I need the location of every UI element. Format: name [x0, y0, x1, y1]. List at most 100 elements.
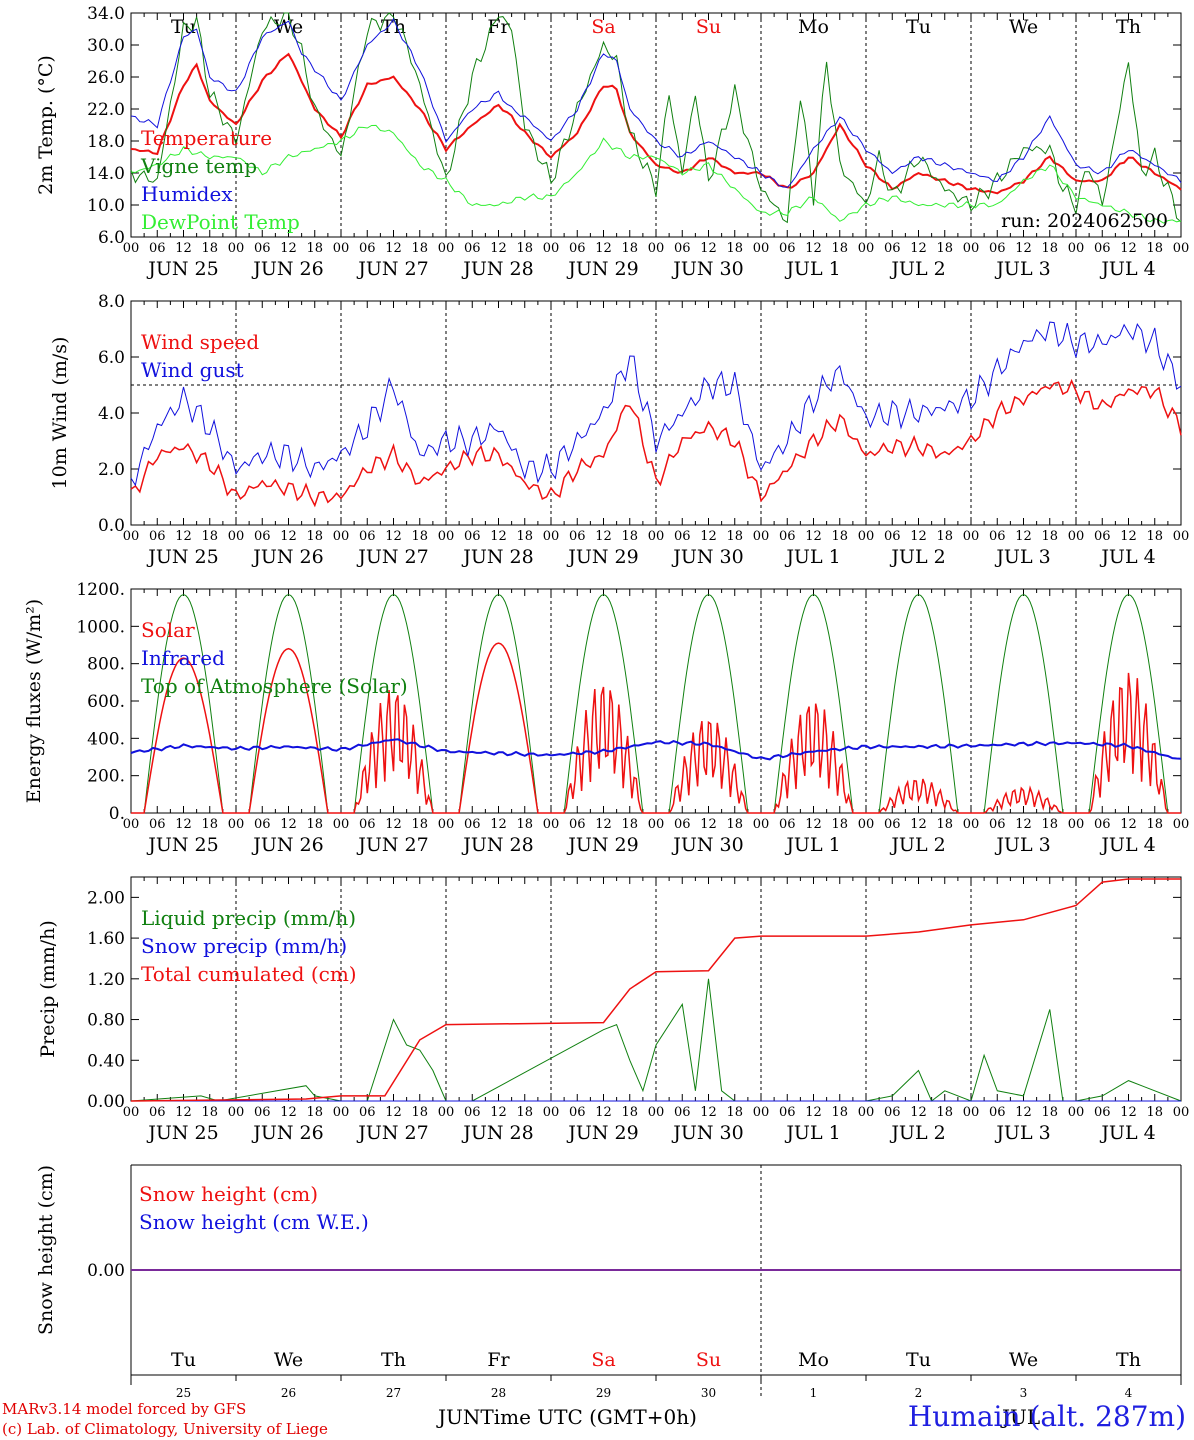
weekday-label: Tu — [906, 1349, 931, 1371]
weekday-label: We — [1009, 16, 1038, 38]
hour-tick-label: 18 — [201, 1105, 218, 1120]
hour-tick-label: 12 — [1120, 817, 1137, 832]
date-label: JUL 2 — [889, 834, 945, 856]
hour-tick-label: 06 — [254, 241, 271, 256]
hour-tick-label: 18 — [306, 241, 323, 256]
hour-tick-label: 18 — [516, 529, 533, 544]
hour-tick-label: 00 — [858, 529, 875, 544]
hour-tick-label: 06 — [884, 529, 901, 544]
hour-tick-label: 12 — [805, 241, 822, 256]
y-tick-label: 200. — [87, 767, 125, 787]
date-label: JUL 4 — [1099, 546, 1155, 568]
legend-entry: Total cumulated (cm) — [141, 962, 357, 986]
y-tick-label: 1200. — [76, 580, 125, 600]
series-line-total-cumulated-cm- — [130, 878, 1181, 1102]
hour-tick-label: 18 — [516, 817, 533, 832]
hour-tick-label: 12 — [700, 241, 717, 256]
hour-tick-label: 00 — [753, 1105, 770, 1120]
date-label: JUL 4 — [1099, 834, 1155, 856]
hour-tick-label: 18 — [831, 241, 848, 256]
legend-entry: Wind speed — [141, 330, 259, 354]
hour-tick-label: 12 — [490, 817, 507, 832]
hour-tick-label: 00 — [753, 817, 770, 832]
hour-tick-label: 18 — [726, 817, 743, 832]
panel-frame — [130, 12, 1182, 238]
hour-tick-label: 06 — [359, 241, 376, 256]
hour-tick-label: 12 — [805, 1105, 822, 1120]
hour-tick-label: 18 — [621, 529, 638, 544]
hour-tick-label: 00 — [333, 529, 350, 544]
date-label: JUL 1 — [784, 834, 840, 856]
hour-tick-label: 06 — [674, 529, 691, 544]
date-label: JUL 4 — [1099, 258, 1155, 280]
y-tick-label: 0.80 — [87, 1011, 125, 1031]
date-label: JUL 3 — [994, 258, 1050, 280]
legend-entry: Snow height (cm) — [139, 1182, 318, 1206]
hour-tick-label: 00 — [963, 529, 980, 544]
hour-tick-label: 00 — [963, 241, 980, 256]
date-label: JUN 29 — [566, 834, 638, 856]
hour-tick-label: 06 — [989, 241, 1006, 256]
date-label: JUN 30 — [671, 546, 743, 568]
hour-tick-label: 00 — [1173, 1105, 1190, 1120]
hour-tick-label: 12 — [595, 241, 612, 256]
hour-tick-label: 18 — [621, 1105, 638, 1120]
hour-tick-label: 00 — [1173, 529, 1190, 544]
y-tick-label: 26.0 — [87, 68, 125, 88]
legend-entry: DewPoint Temp — [141, 210, 300, 234]
hour-tick-label: 06 — [779, 1105, 796, 1120]
hour-tick-label: 12 — [490, 1105, 507, 1120]
hour-tick-label: 18 — [411, 1105, 428, 1120]
hour-tick-label: 00 — [858, 1105, 875, 1120]
hour-tick-label: 00 — [228, 241, 245, 256]
hour-tick-label: 06 — [254, 529, 271, 544]
hour-tick-label: 06 — [884, 241, 901, 256]
y-tick-label: 1000. — [76, 617, 125, 637]
hour-tick-label: 00 — [438, 817, 455, 832]
hour-tick-label: 18 — [1041, 817, 1058, 832]
hour-tick-label: 06 — [1094, 817, 1111, 832]
day-number-label: 1 — [810, 1386, 818, 1400]
y-tick-label: 2.0 — [98, 460, 125, 480]
hour-tick-label: 06 — [254, 817, 271, 832]
hour-tick-label: 18 — [831, 1105, 848, 1120]
hour-tick-label: 00 — [333, 1105, 350, 1120]
date-label: JUN 26 — [251, 546, 323, 568]
series-line-temperature — [130, 52, 1182, 195]
y-tick-label: 2.00 — [87, 888, 125, 908]
hour-tick-label: 18 — [306, 529, 323, 544]
date-label: JUN 27 — [356, 546, 428, 568]
hour-tick-label: 06 — [464, 817, 481, 832]
hour-tick-label: 18 — [831, 529, 848, 544]
hour-tick-label: 06 — [464, 241, 481, 256]
lab-credit: (c) Lab. of Climatology, University of L… — [2, 1420, 328, 1438]
hour-tick-label: 18 — [411, 817, 428, 832]
y-tick-label: 0. — [109, 804, 125, 824]
legend-entry: Liquid precip (mm/h) — [141, 906, 356, 930]
hour-tick-label: 18 — [1146, 1105, 1163, 1120]
hour-tick-label: 06 — [989, 1105, 1006, 1120]
date-label: JUL 3 — [994, 1122, 1050, 1144]
legend-entry: Snow precip (mm/h) — [141, 934, 347, 958]
hour-tick-label: 00 — [963, 817, 980, 832]
y-tick-label: 800. — [87, 655, 125, 675]
weekday-label: Sa — [591, 1349, 615, 1371]
day-number-label: 26 — [281, 1386, 296, 1400]
hour-tick-label: 06 — [464, 529, 481, 544]
hour-tick-label: 12 — [805, 817, 822, 832]
legend-entry: Vigne temp — [140, 154, 257, 178]
hour-tick-label: 00 — [1068, 529, 1085, 544]
hour-tick-label: 00 — [543, 817, 560, 832]
weekday-label: Mo — [798, 16, 829, 38]
date-label: JUN 26 — [251, 1122, 323, 1144]
hour-tick-label: 00 — [228, 529, 245, 544]
hour-tick-label: 12 — [910, 241, 927, 256]
y-tick-label: 6.0 — [98, 348, 125, 368]
hour-tick-label: 12 — [385, 241, 402, 256]
hour-tick-label: 00 — [648, 241, 665, 256]
hour-tick-label: 12 — [805, 529, 822, 544]
y-axis-label: 10m Wind (m/s) — [49, 337, 71, 490]
date-label: JUL 2 — [889, 1122, 945, 1144]
date-label: JUN 25 — [146, 1122, 218, 1144]
hour-tick-label: 06 — [779, 817, 796, 832]
